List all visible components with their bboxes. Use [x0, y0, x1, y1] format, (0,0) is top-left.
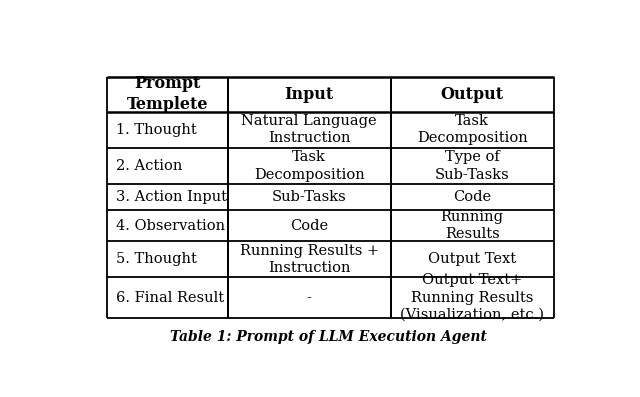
Text: 6. Final Result: 6. Final Result [116, 291, 225, 305]
Text: 2. Action: 2. Action [116, 159, 182, 173]
Text: Input: Input [285, 86, 334, 102]
Text: Running Results +
Instruction: Running Results + Instruction [240, 244, 379, 275]
Text: Code: Code [453, 190, 492, 204]
Text: 1. Thought: 1. Thought [116, 123, 197, 137]
Text: Output: Output [441, 86, 504, 102]
Text: Task
Decomposition: Task Decomposition [417, 114, 527, 145]
Text: Natural Language
Instruction: Natural Language Instruction [241, 114, 377, 145]
Text: Output Text: Output Text [428, 252, 516, 266]
Text: 4. Observation: 4. Observation [116, 219, 225, 233]
Text: Prompt
Templete: Prompt Templete [127, 75, 208, 113]
Text: Running
Results: Running Results [441, 210, 504, 241]
Text: Task
Decomposition: Task Decomposition [254, 150, 365, 181]
Text: Sub-Tasks: Sub-Tasks [272, 190, 347, 204]
Text: Table 1: Prompt of LLM Execution Agent: Table 1: Prompt of LLM Execution Agent [170, 330, 486, 343]
Text: 5. Thought: 5. Thought [116, 252, 197, 266]
Text: -: - [307, 291, 312, 305]
Text: Code: Code [290, 219, 328, 233]
Text: Type of
Sub-Tasks: Type of Sub-Tasks [435, 150, 509, 181]
Text: 3. Action Input: 3. Action Input [116, 190, 227, 204]
Text: Output Text+
Running Results
(Visualization, etc.): Output Text+ Running Results (Visualizat… [400, 274, 544, 322]
